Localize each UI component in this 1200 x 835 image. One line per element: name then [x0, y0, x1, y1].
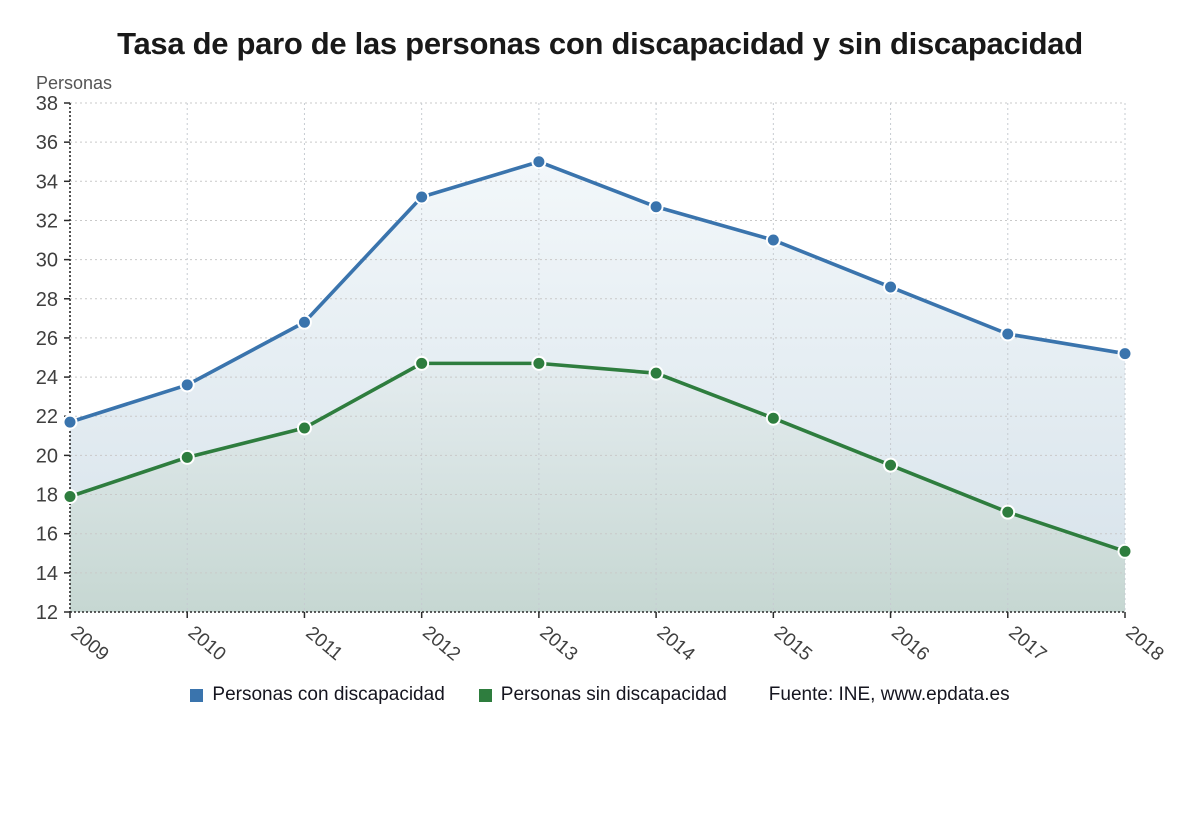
- x-axis-tick-label: 2012: [418, 622, 464, 665]
- y-axis-tick-label: 36: [36, 132, 58, 154]
- data-point-2018-series0: [1117, 346, 1133, 362]
- data-point-2016-series1: [883, 457, 899, 473]
- data-point-2009-series1: [62, 488, 78, 504]
- y-axis-tick-label: 16: [36, 524, 58, 546]
- series-area-1: [70, 363, 1125, 612]
- y-axis-tick-label: 32: [36, 210, 58, 232]
- x-axis-tick-label: 2017: [1004, 622, 1050, 665]
- y-axis-tick-label: 22: [36, 406, 58, 428]
- y-axis-tick-label: 26: [36, 328, 58, 350]
- x-axis-tick-label: 2010: [184, 622, 230, 665]
- x-axis-tick-label: 2011: [302, 623, 347, 665]
- y-axis-tick-label: 24: [36, 367, 58, 389]
- legend-label-con-discapacidad: Personas con discapacidad: [212, 684, 445, 705]
- x-axis-tick-label: 2013: [535, 622, 581, 665]
- y-axis-tick-label: 18: [36, 485, 58, 507]
- source-text: Fuente: INE, www.epdata.es: [768, 684, 1010, 705]
- data-point-2016-series0: [883, 279, 899, 295]
- y-axis-tick-label: 20: [36, 445, 58, 467]
- y-axis-tick-label: 14: [36, 563, 58, 585]
- data-point-2015-series0: [765, 232, 781, 248]
- x-axis-tick-label: 2014: [653, 622, 699, 666]
- legend-swatch-sin-discapacidad-icon: [478, 688, 492, 702]
- chart-svg: Personas 12 14 16 18 20 22 24 26 28 30 32 34 36 38 2009…: [36, 73, 1168, 666]
- y-axis-tick-label: 28: [36, 289, 58, 311]
- x-axis-tick-label: 2018: [1122, 622, 1168, 665]
- data-point-2014-series1: [648, 365, 664, 381]
- data-point-2013-series1: [531, 355, 547, 371]
- data-point-2015-series1: [765, 410, 781, 426]
- data-point-2011-series1: [296, 420, 312, 436]
- legend-item-sin-discapacidad[interactable]: Personas sin discapacidad: [478, 684, 727, 706]
- chart-area: Personas 12 14 16 18 20 22 24 26 28 30 32 34 36 38 2009…: [0, 70, 1200, 682]
- x-axis-tick-label: 2016: [887, 622, 933, 665]
- legend-label-sin-discapacidad: Personas sin discapacidad: [500, 684, 727, 705]
- x-axis-tick-label: 2009: [67, 622, 113, 665]
- legend-swatch-con-discapacidad-icon: [190, 688, 204, 702]
- y-axis-title: Personas: [36, 73, 112, 93]
- data-point-2017-series0: [1000, 326, 1016, 342]
- data-point-2018-series1: [1117, 543, 1133, 559]
- data-point-2012-series1: [414, 355, 430, 371]
- y-axis-tick-label: 38: [36, 93, 58, 115]
- series-line-0: [68, 159, 1127, 424]
- data-point-2010-series1: [179, 449, 195, 465]
- y-axis-tick-label: 34: [36, 171, 58, 193]
- data-point-2009-series0: [62, 414, 78, 430]
- y-axis-tick-label: 12: [36, 602, 58, 624]
- page-title: Tasa de paro de las personas con discapa…: [117, 26, 1083, 61]
- data-point-2017-series1: [1000, 504, 1016, 520]
- y-axis-tick-label: 30: [36, 250, 58, 272]
- data-point-2014-series0: [648, 199, 664, 215]
- series-line-1: [68, 361, 1127, 554]
- x-axis-tick-label: 2015: [770, 622, 816, 665]
- data-point-2010-series0: [179, 377, 195, 393]
- data-point-2013-series0: [531, 154, 547, 170]
- data-point-2011-series0: [296, 314, 312, 330]
- legend: Personas con discapacidad Personas sin d…: [0, 684, 1200, 706]
- legend-item-con-discapacidad[interactable]: Personas con discapacidad: [190, 684, 445, 706]
- data-point-2012-series0: [414, 189, 430, 205]
